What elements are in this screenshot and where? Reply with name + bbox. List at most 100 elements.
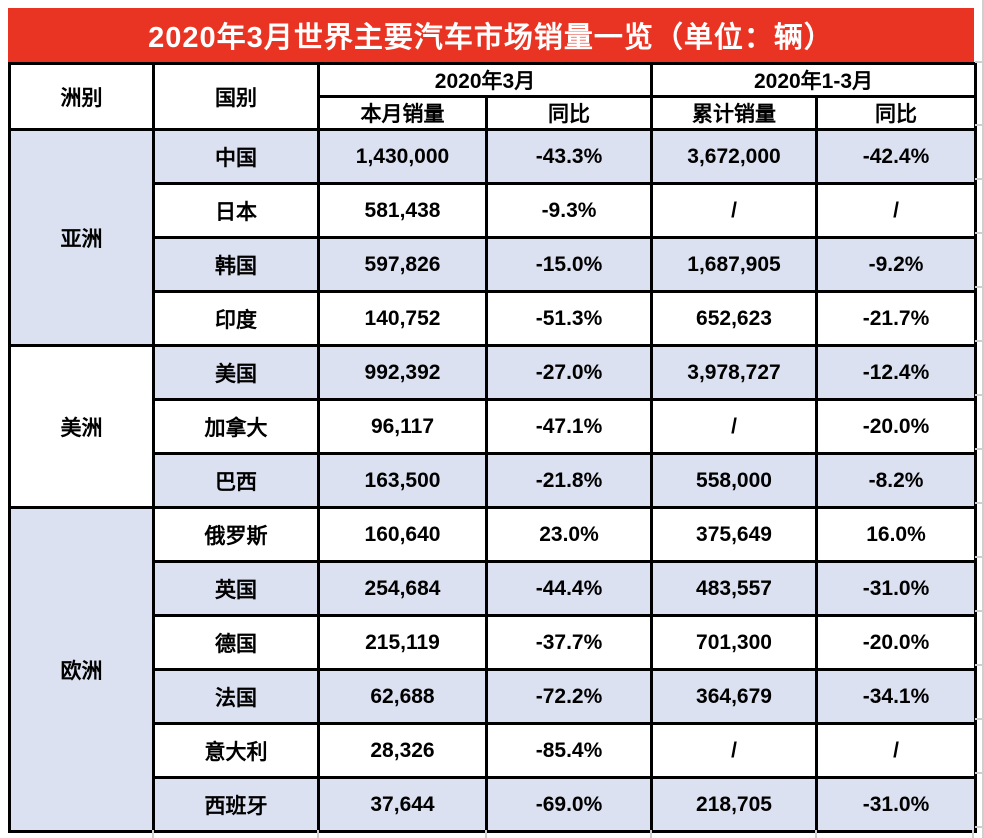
country-cell[interactable]: 中国: [152, 128, 320, 185]
cumulative-yoy-cell[interactable]: -8.2%: [814, 452, 978, 509]
cumulative-yoy-cell[interactable]: -20.0%: [814, 614, 978, 671]
cumulative-sales-cell[interactable]: 558,000: [650, 452, 818, 509]
cumulative-sales-cell[interactable]: 218,705: [650, 776, 818, 833]
monthly-yoy-cell[interactable]: -44.4%: [485, 560, 653, 617]
monthly-yoy-cell[interactable]: -72.2%: [485, 668, 653, 725]
monthly-sales-cell[interactable]: 581,438: [317, 182, 488, 239]
country-cell[interactable]: 德国: [152, 614, 320, 671]
gridline-vertical: [485, 830, 487, 838]
cumulative-yoy-cell[interactable]: 16.0%: [814, 506, 978, 563]
gridline-horizontal: [975, 718, 984, 720]
table-row: 加拿大 96,117 -47.1% / -20.0%: [10, 398, 978, 455]
gridline-horizontal: [975, 664, 984, 666]
continent-cell[interactable]: 亚洲: [8, 128, 155, 347]
cumulative-sales-cell[interactable]: 483,557: [650, 560, 818, 617]
monthly-sales-cell[interactable]: 37,644: [317, 776, 488, 833]
gridline-horizontal: [975, 448, 984, 450]
cumulative-sales-cell[interactable]: /: [650, 182, 818, 239]
cumulative-sales-cell[interactable]: 1,687,905: [650, 236, 818, 293]
table-row: 美洲 美国 992,392 -27.0% 3,978,727 -12.4%: [8, 344, 978, 509]
table-row: 德国 215,119 -37.7% 701,300 -20.0%: [10, 614, 978, 671]
table-row: 欧洲 俄罗斯 160,640 23.0% 375,649 16.0%: [8, 506, 978, 833]
header-monthly-sales[interactable]: 本月销量: [317, 95, 488, 131]
gridline-horizontal: [975, 610, 984, 612]
monthly-sales-cell[interactable]: 140,752: [317, 290, 488, 347]
header-group-q1[interactable]: 2020年1-3月: [649, 62, 978, 98]
table-row: 巴西 163,500 -21.8% 558,000 -8.2%: [10, 452, 978, 509]
cumulative-sales-cell[interactable]: 3,978,727: [650, 344, 818, 401]
monthly-yoy-cell[interactable]: -51.3%: [485, 290, 653, 347]
table-row: 意大利 28,326 -85.4% / /: [10, 722, 978, 779]
monthly-sales-cell[interactable]: 96,117: [317, 398, 488, 455]
table-row: 西班牙 37,644 -69.0% 218,705 -31.0%: [10, 776, 978, 833]
monthly-sales-cell[interactable]: 1,430,000: [317, 128, 488, 185]
cumulative-yoy-cell[interactable]: /: [814, 182, 978, 239]
monthly-sales-cell[interactable]: 160,640: [317, 506, 488, 563]
cumulative-yoy-cell[interactable]: -42.4%: [814, 128, 978, 185]
monthly-sales-cell[interactable]: 597,826: [317, 236, 488, 293]
gridline-horizontal: [975, 394, 984, 396]
cumulative-yoy-cell[interactable]: -9.2%: [814, 236, 978, 293]
cumulative-sales-cell[interactable]: 375,649: [650, 506, 818, 563]
cumulative-sales-cell[interactable]: /: [650, 398, 818, 455]
header-country[interactable]: 国别: [152, 62, 320, 131]
country-cell[interactable]: 巴西: [152, 452, 320, 509]
auto-sales-table: 洲别 国别 2020年3月 2020年1-3月 本月销量 同比 累计销量 同比 …: [8, 62, 978, 833]
header-monthly-yoy[interactable]: 同比: [485, 95, 653, 131]
gridline-vertical: [152, 830, 154, 838]
header-row-groups: 洲别 国别 2020年3月 2020年1-3月: [8, 62, 978, 131]
monthly-sales-cell[interactable]: 28,326: [317, 722, 488, 779]
cumulative-yoy-cell[interactable]: -21.7%: [814, 290, 978, 347]
monthly-yoy-cell[interactable]: 23.0%: [485, 506, 653, 563]
header-continent[interactable]: 洲别: [8, 62, 155, 131]
cumulative-yoy-cell[interactable]: -20.0%: [814, 398, 978, 455]
monthly-yoy-cell[interactable]: -27.0%: [485, 344, 653, 401]
country-cell[interactable]: 韩国: [152, 236, 320, 293]
monthly-sales-cell[interactable]: 254,684: [317, 560, 488, 617]
cumulative-sales-cell[interactable]: 701,300: [650, 614, 818, 671]
monthly-yoy-cell[interactable]: -47.1%: [485, 398, 653, 455]
country-cell[interactable]: 印度: [152, 290, 320, 347]
cumulative-yoy-cell[interactable]: -34.1%: [814, 668, 978, 725]
gridline-horizontal: [975, 502, 984, 504]
cumulative-sales-cell[interactable]: 652,623: [650, 290, 818, 347]
monthly-sales-cell[interactable]: 215,119: [317, 614, 488, 671]
monthly-yoy-cell[interactable]: -9.3%: [485, 182, 653, 239]
continent-cell[interactable]: 美洲: [8, 344, 155, 509]
country-cell[interactable]: 俄罗斯: [152, 506, 320, 563]
gridline-horizontal: [975, 286, 984, 288]
cumulative-yoy-cell[interactable]: /: [814, 722, 978, 779]
monthly-yoy-cell[interactable]: -85.4%: [485, 722, 653, 779]
cumulative-sales-cell[interactable]: 3,672,000: [650, 128, 818, 185]
monthly-sales-cell[interactable]: 62,688: [317, 668, 488, 725]
country-cell[interactable]: 西班牙: [152, 776, 320, 833]
country-cell[interactable]: 法国: [152, 668, 320, 725]
monthly-yoy-cell[interactable]: -37.7%: [485, 614, 653, 671]
header-cumulative-yoy[interactable]: 同比: [814, 95, 978, 131]
gridline-vertical: [650, 830, 652, 838]
country-cell[interactable]: 美国: [152, 344, 320, 401]
cumulative-sales-cell[interactable]: /: [650, 722, 818, 779]
cumulative-sales-cell[interactable]: 364,679: [650, 668, 818, 725]
cumulative-yoy-cell[interactable]: -31.0%: [814, 776, 978, 833]
monthly-yoy-cell[interactable]: -15.0%: [485, 236, 653, 293]
monthly-sales-cell[interactable]: 992,392: [317, 344, 488, 401]
header-cumulative-sales[interactable]: 累计销量: [650, 95, 818, 131]
table-title-banner[interactable]: 2020年3月世界主要汽车市场销量一览（单位：辆）: [8, 8, 974, 62]
monthly-yoy-cell[interactable]: -43.3%: [485, 128, 653, 185]
continent-cell[interactable]: 欧洲: [8, 506, 155, 833]
gridline-horizontal: [975, 340, 984, 342]
cumulative-yoy-cell[interactable]: -31.0%: [814, 560, 978, 617]
country-cell[interactable]: 意大利: [152, 722, 320, 779]
monthly-sales-cell[interactable]: 163,500: [317, 452, 488, 509]
country-cell[interactable]: 日本: [152, 182, 320, 239]
country-cell[interactable]: 加拿大: [152, 398, 320, 455]
monthly-yoy-cell[interactable]: -21.8%: [485, 452, 653, 509]
header-group-march[interactable]: 2020年3月: [317, 62, 653, 98]
cumulative-yoy-cell[interactable]: -12.4%: [814, 344, 978, 401]
gridline-vertical: [815, 830, 817, 838]
monthly-yoy-cell[interactable]: -69.0%: [485, 776, 653, 833]
table-row: 亚洲 中国 1,430,000 -43.3% 3,672,000 -42.4%: [8, 128, 978, 347]
country-cell[interactable]: 英国: [152, 560, 320, 617]
gridline-vertical: [972, 830, 974, 838]
